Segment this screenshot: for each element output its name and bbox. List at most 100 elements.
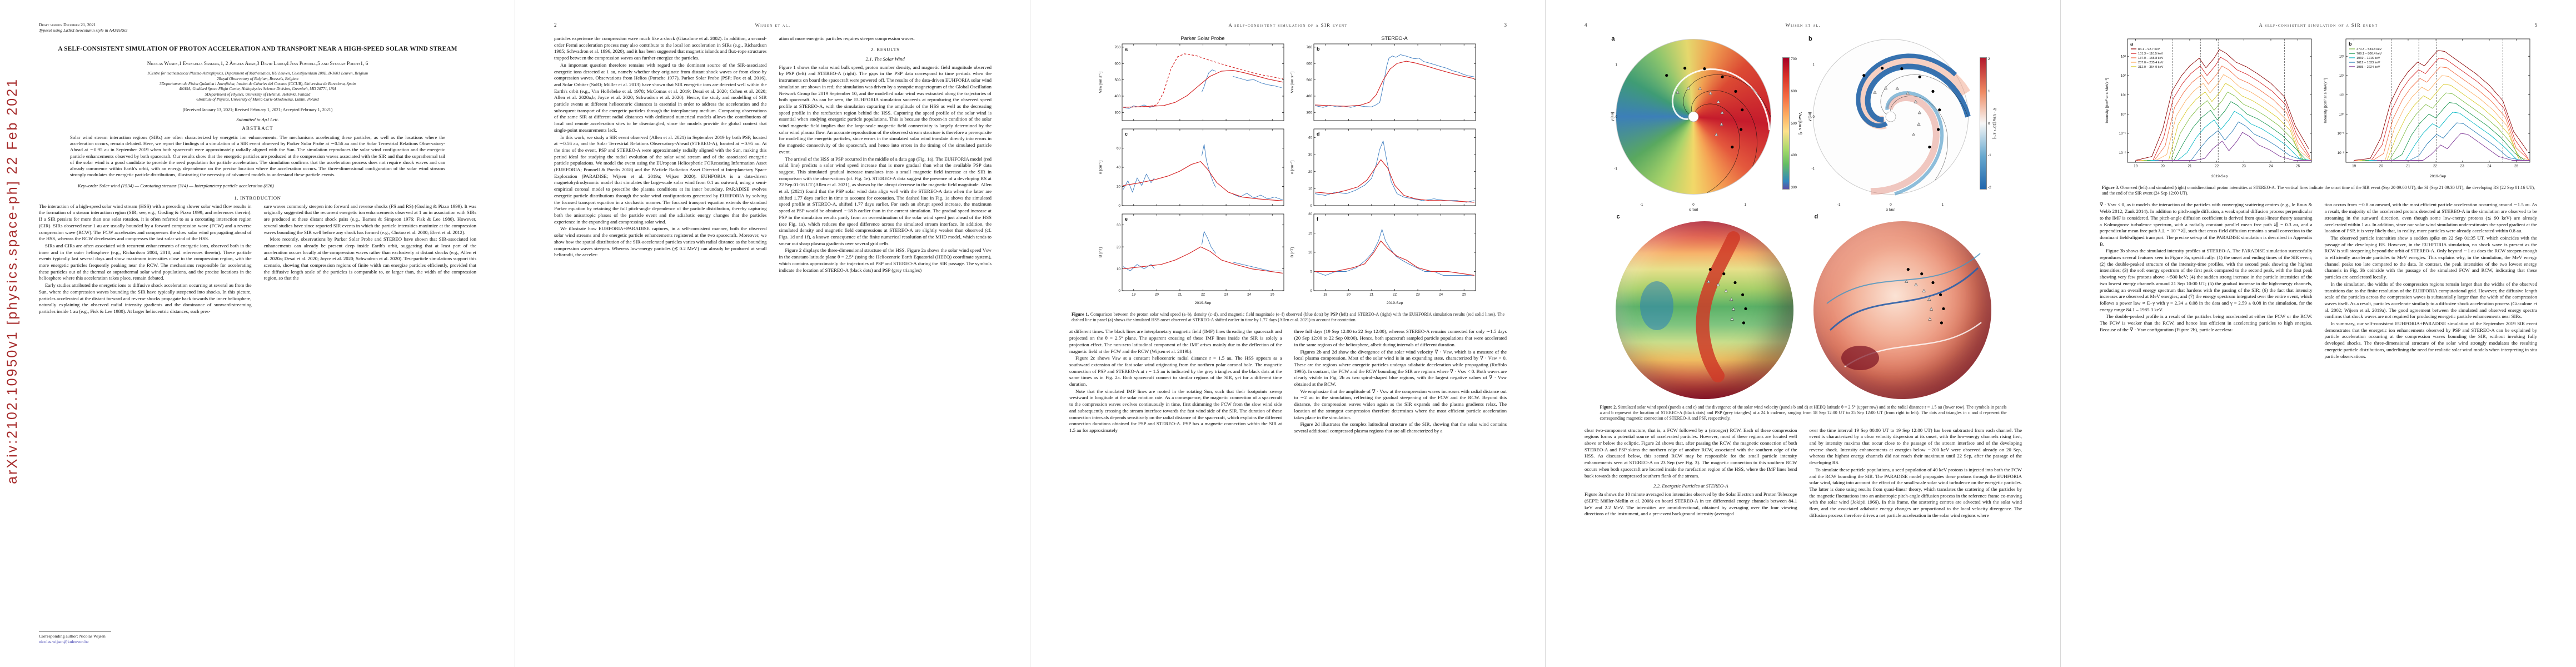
paragraph: Figure 3b shows the simulated intensity … bbox=[2100, 248, 2313, 312]
svg-text:Intensity [(cm² sr s MeV)⁻¹]: Intensity [(cm² sr s MeV)⁻¹] bbox=[2105, 78, 2109, 123]
svg-text:30: 30 bbox=[1308, 153, 1312, 157]
figure2-bottom-row: c d bbox=[1598, 213, 2009, 401]
paragraph: Figure 2c shows Vsw at a constant helioc… bbox=[1069, 355, 1282, 387]
svg-text:10⁰: 10⁰ bbox=[2120, 112, 2126, 116]
svg-text:20: 20 bbox=[1308, 170, 1312, 174]
figure2-caption: Figure 2. Simulated solar wind speed (pa… bbox=[1600, 405, 2007, 422]
svg-text:1985 – 2224 keV: 1985 – 2224 keV bbox=[2356, 66, 2380, 69]
colorbar-tick: 1 bbox=[1987, 89, 1990, 93]
corresponding-author-note: Corresponding author: Nicolas Wijsen nic… bbox=[39, 631, 252, 645]
paragraph: tion occurs from ∼0.8 au onward, with th… bbox=[2324, 202, 2538, 234]
received-dates: (Received January 13, 2021; Revised Febr… bbox=[182, 107, 333, 112]
svg-text:500: 500 bbox=[1114, 78, 1120, 82]
panel-label-d: d bbox=[1814, 213, 1818, 220]
svg-text:0: 0 bbox=[1693, 203, 1695, 207]
svg-text:1: 1 bbox=[1813, 63, 1815, 67]
svg-text:25: 25 bbox=[2514, 165, 2519, 168]
svg-text:400: 400 bbox=[1114, 94, 1120, 98]
running-head-title: A self-consistent simulation of a SIR ev… bbox=[1228, 22, 1348, 28]
svg-text:700: 700 bbox=[1306, 46, 1312, 49]
figure-2: a -1 0 1 x [au] -1 0 1 y [au] 700 600 500 400 3… bbox=[1598, 36, 2009, 422]
subsection-heading-energetic-particles: 2.2. Energetic Particles at STEREO-A bbox=[1653, 483, 1728, 489]
page4-column-left: clear two-component structure, that is, … bbox=[1585, 427, 1797, 520]
colorbar-speed-title: Vsw [km s⁻¹] bbox=[1797, 112, 1802, 135]
paragraph: Figure 2d illustrates the complex latitu… bbox=[1294, 421, 1507, 434]
svg-text:B [nT]: B [nT] bbox=[1099, 247, 1103, 257]
svg-text:22: 22 bbox=[2433, 165, 2438, 168]
svg-text:10²: 10² bbox=[2120, 74, 2125, 78]
figure1-caption: Figure 1. Comparison between the proton … bbox=[1072, 312, 1504, 323]
svg-text:600: 600 bbox=[1114, 62, 1120, 66]
affiliation: 3Departament de Física Quàntica i Astrof… bbox=[159, 82, 356, 86]
page2-column-right: ation of more energetic particles requir… bbox=[779, 36, 992, 274]
svg-text:Vsw [km s⁻¹]: Vsw [km s⁻¹] bbox=[1099, 72, 1103, 93]
abstract-heading: ABSTRACT bbox=[242, 125, 273, 131]
subsection-heading-solar-wind: 2.1. The Solar Wind bbox=[865, 56, 905, 62]
svg-text:19: 19 bbox=[2134, 165, 2138, 168]
svg-text:10¹: 10¹ bbox=[2120, 93, 2125, 97]
panel-label-c: c bbox=[1616, 213, 1620, 220]
colorbar-tick: 700 bbox=[1791, 57, 1797, 61]
svg-text:10⁻²: 10⁻² bbox=[2337, 151, 2344, 155]
paper-title: A self-consistent simulation of proton a… bbox=[58, 46, 457, 53]
paragraph: Early studies attributed the energetic i… bbox=[39, 282, 252, 314]
figure-1: Parker Solar Probe STEREO-A 300 400 500 600… bbox=[1069, 36, 1507, 323]
svg-text:700: 700 bbox=[1114, 46, 1120, 49]
email-link[interactable]: nicolas.wijsen@kuleuven.be bbox=[39, 639, 89, 644]
svg-text:137.0 – 155.8 keV: 137.0 – 155.8 keV bbox=[2138, 57, 2164, 60]
figure3-panel-b: 10³ 10² 10¹ 10⁰ 10⁻¹ 10⁻² 19 20 21 22 23 24 25 2019-S… bbox=[2321, 36, 2534, 182]
svg-text:-1: -1 bbox=[1615, 167, 1618, 171]
affiliation: 4NASA, Goddard Space Flight Center, Heli… bbox=[179, 87, 336, 92]
svg-text:-1: -1 bbox=[1837, 203, 1841, 207]
figure1-panel-a: 300 400 500 600 700 Vsw [km s⁻¹] a bbox=[1097, 41, 1288, 126]
svg-text:10⁰: 10⁰ bbox=[2339, 112, 2344, 116]
svg-text:207.0 – 235.4 keV: 207.0 – 235.4 keV bbox=[2138, 61, 2164, 64]
figure1-panel-d: 0 10 20 30 40 n [cm⁻³] d bbox=[1288, 126, 1480, 211]
figure2-panel-b-overlay: -1 0 1 x [au] -1 0 1 y [au] bbox=[1808, 53, 1971, 211]
page-2: 2 Wijsen et al. particles experience the… bbox=[515, 0, 1030, 667]
paragraph: An important question therefore remains … bbox=[554, 62, 767, 133]
svg-text:Intensity [(cm² sr s MeV)⁻¹]: Intensity [(cm² sr s MeV)⁻¹] bbox=[2324, 78, 2328, 123]
figure1-panel-b: 300 400 500 600 700 Vsw [km s⁻¹] b bbox=[1288, 41, 1480, 126]
svg-text:60: 60 bbox=[1116, 147, 1120, 151]
svg-text:2019-Sep: 2019-Sep bbox=[1194, 301, 1211, 305]
colorbar-divergence-gradient bbox=[1979, 57, 1987, 190]
svg-text:21: 21 bbox=[1178, 293, 1182, 297]
figure3-caption: Figure 3. Observed (left) and simulated … bbox=[2102, 185, 2535, 196]
svg-text:23: 23 bbox=[1416, 293, 1420, 297]
page-5: A self-consistent simulation of a SIR ev… bbox=[2061, 0, 2576, 667]
svg-text:15: 15 bbox=[1308, 232, 1312, 236]
svg-text:21: 21 bbox=[1369, 293, 1374, 297]
svg-text:10: 10 bbox=[1116, 267, 1120, 271]
svg-text:23: 23 bbox=[2460, 165, 2464, 168]
draft-version-line: Draft version December 21, 2021 bbox=[39, 22, 96, 27]
figure1-panel-grid: 300 400 500 600 700 Vsw [km s⁻¹] a 300 400 500 600… bbox=[1097, 41, 1480, 308]
colorbar-tick: -1 bbox=[1987, 153, 1991, 158]
svg-text:20: 20 bbox=[1154, 293, 1159, 297]
figure1-panel-f: 0 5 10 15 20 19 20 21 22 23 24 25 2019-Sep B [nT] f bbox=[1288, 211, 1480, 308]
paragraph: three full days (19 Sep 12:00 to 22 Sep … bbox=[1294, 328, 1507, 347]
svg-text:2019-Sep: 2019-Sep bbox=[2429, 175, 2446, 178]
svg-text:19: 19 bbox=[1323, 293, 1328, 297]
paragraph: To simulate these particle populations, … bbox=[1809, 466, 2022, 518]
page-number: 4 bbox=[1585, 22, 1587, 28]
typeset-line: Typeset using LaTeX twocolumn style in A… bbox=[39, 27, 128, 33]
svg-text:23: 23 bbox=[2241, 165, 2246, 168]
paragraph: sure waves commonly steepen into forward… bbox=[263, 203, 477, 235]
svg-text:19: 19 bbox=[1132, 293, 1136, 297]
paragraph: Figure 1 shows the solar wind bulk speed… bbox=[779, 64, 992, 155]
svg-text:300: 300 bbox=[1114, 111, 1120, 115]
svg-text:312.0 – 354.9 keV: 312.0 – 354.9 keV bbox=[2138, 66, 2164, 69]
svg-text:0: 0 bbox=[1890, 203, 1892, 207]
svg-text:10⁻¹: 10⁻¹ bbox=[2337, 132, 2344, 136]
svg-text:20: 20 bbox=[1116, 245, 1120, 249]
running-head-title: A self-consistent simulation of a SIR ev… bbox=[2259, 22, 2378, 28]
colorbar-speed-ticks: 700 600 500 400 300 bbox=[1790, 57, 1797, 190]
colorbar-divergence-ticks: 2 1 0 -1 -2 bbox=[1987, 57, 1991, 190]
colorbar-tick: -2 bbox=[1987, 186, 1991, 190]
svg-text:1: 1 bbox=[1616, 63, 1618, 67]
svg-text:10²: 10² bbox=[2339, 74, 2344, 78]
svg-text:e: e bbox=[1125, 216, 1128, 222]
svg-text:10: 10 bbox=[1308, 251, 1312, 255]
